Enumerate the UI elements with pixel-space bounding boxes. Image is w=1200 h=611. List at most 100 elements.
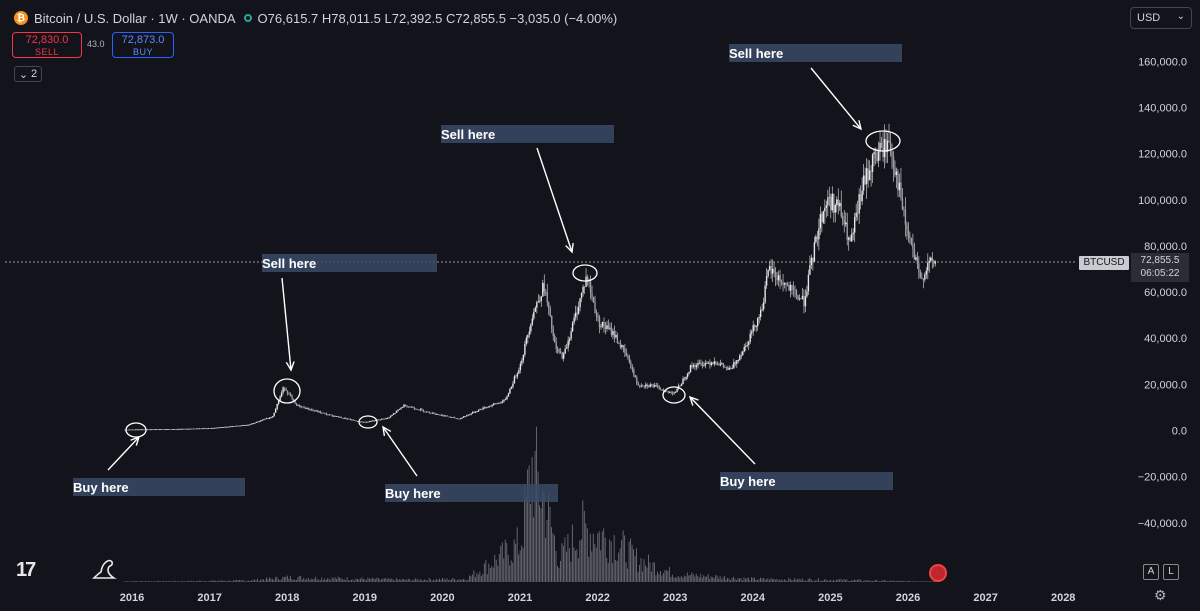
candle-body: [195, 428, 198, 430]
volume-bar: [753, 577, 755, 582]
candle-body: [931, 257, 933, 261]
volume-bar: [240, 580, 242, 582]
candle-body: [680, 384, 683, 386]
candle-body: [367, 421, 369, 423]
y-tick-label: −20,000.0: [1138, 472, 1187, 484]
candle-body: [519, 363, 522, 371]
volume-bar: [427, 580, 429, 582]
volume-bar: [795, 580, 797, 582]
volume-bar: [573, 547, 575, 582]
volume-bar: [351, 579, 352, 582]
candle-body: [559, 351, 562, 353]
candle-body: [276, 404, 278, 410]
volume-bar: [571, 524, 573, 582]
volume-bar: [607, 562, 609, 582]
candle-body: [324, 412, 326, 414]
time-axis[interactable]: 2016 2017 2018 2019 2020 2021 2022 2023 2024 2025…: [120, 592, 1076, 604]
candle-body: [331, 414, 334, 417]
volume-bar: [139, 581, 141, 582]
gear-icon[interactable]: ⚙: [1154, 587, 1167, 603]
buy-button[interactable]: 72,873.0 BUY: [112, 32, 174, 58]
volume-bar: [518, 554, 520, 582]
candle-body: [158, 429, 160, 431]
candle-body: [816, 236, 819, 240]
candle-body: [167, 429, 169, 430]
price-axis[interactable]: 160,000.0 140,000.0 120,000.0 100,000.0 80,0…: [1138, 56, 1187, 529]
candle-body: [840, 202, 842, 217]
x-tick-label: 2016: [120, 592, 144, 604]
us-flag-icon[interactable]: [929, 564, 947, 582]
candle-body: [482, 407, 484, 410]
volume-bar: [742, 580, 743, 582]
volume-bar: [583, 510, 585, 582]
volume-bar: [439, 578, 441, 582]
volume-bar: [506, 542, 508, 582]
volume-bar: [401, 579, 403, 582]
auto-scale-button[interactable]: A: [1143, 564, 1159, 580]
volume-bar: [906, 581, 908, 582]
indicators-toggle[interactable]: ⌄ 2: [14, 66, 42, 82]
symbol-title[interactable]: Bitcoin / U.S. Dollar · 1W · OANDA: [34, 10, 236, 26]
volume-bar: [819, 580, 821, 582]
candle-body: [336, 416, 338, 418]
currency-select[interactable]: USD ⌄: [1130, 7, 1192, 29]
volume-bar: [610, 541, 612, 582]
volume-bar: [688, 575, 690, 582]
tradingview-logo[interactable]: 17: [16, 559, 36, 581]
candle-body: [524, 343, 526, 355]
log-scale-button[interactable]: L: [1163, 564, 1179, 580]
volume-bar: [574, 550, 576, 582]
volume-bar: [912, 581, 914, 582]
volume-bar: [673, 577, 675, 582]
candle-body: [656, 385, 659, 387]
volume-bar: [325, 579, 327, 582]
candle-body: [374, 420, 377, 422]
candle-body: [383, 418, 386, 420]
volume-bar: [715, 575, 717, 582]
candle-body: [192, 428, 195, 430]
candle-body: [803, 295, 805, 307]
volume-bar: [431, 580, 433, 582]
candle-body: [888, 140, 890, 142]
volume-bar: [294, 579, 296, 582]
x-tick-label: 2023: [663, 592, 687, 604]
candle-body: [218, 427, 220, 429]
candle-body: [779, 275, 781, 282]
volume-bar: [640, 558, 642, 582]
candle-body: [546, 291, 548, 303]
candle-body: [661, 390, 663, 391]
arrow-head: [565, 242, 574, 254]
volume-bar: [200, 580, 202, 582]
volume-bar: [643, 559, 645, 582]
sell-button[interactable]: 72,830.0 SELL: [12, 32, 82, 58]
volume-bar: [780, 579, 782, 582]
candle-body: [534, 307, 537, 312]
candle-body: [400, 407, 402, 409]
candle-body: [649, 384, 651, 387]
volume-bar: [616, 561, 618, 582]
volume-bar: [559, 560, 561, 582]
candle-body: [392, 413, 395, 415]
volume-bar: [773, 578, 775, 582]
candle-body: [522, 354, 525, 361]
candle-body: [318, 411, 320, 413]
candle-body: [173, 429, 175, 430]
candle-body: [206, 428, 208, 430]
volume-bar: [868, 580, 870, 582]
volume-bar: [853, 579, 855, 582]
volume-bar: [655, 575, 657, 582]
candle-body: [770, 266, 772, 274]
volume-bar: [749, 580, 751, 582]
candle-body: [151, 429, 153, 431]
candle-body: [512, 383, 514, 387]
volume-bar: [330, 580, 332, 582]
candle-body: [818, 228, 820, 240]
candle-body: [495, 403, 498, 405]
candle-body: [730, 368, 732, 369]
candle-body: [865, 168, 868, 185]
volume-bar: [307, 577, 309, 582]
volume-bar: [779, 579, 781, 582]
candle-body: [361, 421, 363, 423]
volume-bar: [568, 548, 570, 582]
